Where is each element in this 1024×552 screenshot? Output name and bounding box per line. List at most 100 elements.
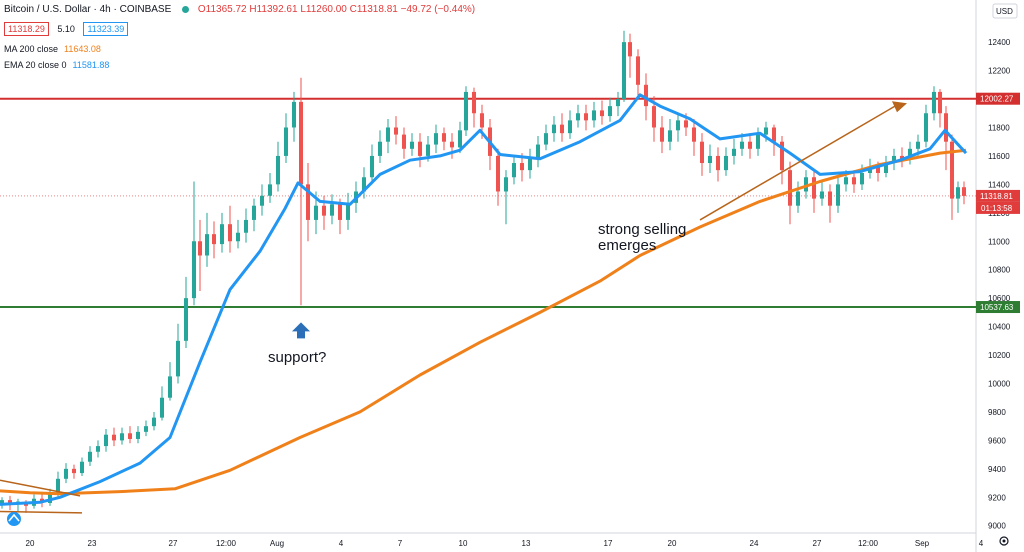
candle-body xyxy=(652,106,656,128)
candle-body xyxy=(299,101,303,185)
candle-body xyxy=(512,163,516,178)
candle-body xyxy=(268,184,272,196)
candle-body xyxy=(362,177,366,192)
annotation-arrows xyxy=(0,101,907,514)
indicator-ma200[interactable]: MA 200 close 11643.08 xyxy=(4,44,101,54)
indicator-value: 11581.88 xyxy=(72,60,110,70)
candle-body xyxy=(472,91,476,114)
candle-body xyxy=(176,340,180,377)
candle-body xyxy=(306,184,310,220)
x-tick-label: 20 xyxy=(668,539,677,548)
x-tick-label: Sep xyxy=(915,539,930,548)
candle-body xyxy=(796,191,800,206)
candle-body xyxy=(426,144,430,156)
candle-body xyxy=(168,376,172,398)
candle-body xyxy=(112,434,116,441)
x-tick-label: 4 xyxy=(979,539,984,548)
candle xyxy=(950,134,954,220)
annotation-text: emerges xyxy=(598,237,656,254)
candle xyxy=(410,133,414,156)
candle-body xyxy=(628,42,632,57)
candle xyxy=(464,86,468,137)
y-tick-label: 12200 xyxy=(988,67,1011,76)
price-tag-box xyxy=(976,92,1020,105)
candle-body xyxy=(96,446,100,452)
candle xyxy=(812,170,816,213)
candle-body xyxy=(836,184,840,206)
candle-body xyxy=(346,202,350,220)
candle-body xyxy=(56,478,60,494)
x-tick-label: 13 xyxy=(522,539,531,548)
bid-price-button[interactable]: 11318.29 xyxy=(4,22,49,36)
price-tag-text: 11318.81 xyxy=(980,192,1013,201)
x-tick-label: 24 xyxy=(750,539,759,548)
candle-body xyxy=(0,500,4,503)
candle xyxy=(394,116,398,145)
settings-gear-icon[interactable] xyxy=(999,536,1009,546)
candle xyxy=(616,91,620,117)
candle-body xyxy=(584,113,588,121)
candle-body xyxy=(276,155,280,185)
trend-line xyxy=(0,510,83,514)
candle-body xyxy=(756,134,760,149)
candle-body xyxy=(8,500,12,505)
candle xyxy=(268,172,272,203)
candle xyxy=(168,362,172,401)
candle xyxy=(362,167,366,199)
candle-body xyxy=(636,56,640,85)
candle xyxy=(346,192,350,230)
y-tick-label: 10600 xyxy=(988,294,1011,303)
y-tick-label: 11000 xyxy=(988,237,1010,246)
candle-body xyxy=(828,191,832,206)
y-tick-label: 10200 xyxy=(988,351,1011,360)
candle xyxy=(884,155,888,178)
candle-body xyxy=(772,127,776,142)
candle-body xyxy=(684,120,688,128)
candle xyxy=(128,426,132,444)
y-axis: 9000 9200 9400 9600 9800 10000 10200 10400 10600… xyxy=(988,3,1018,531)
indicator-ema20[interactable]: EMA 20 close 0 11581.88 xyxy=(4,60,109,70)
candle xyxy=(276,141,280,192)
candle-body xyxy=(192,241,196,299)
candle-body xyxy=(852,177,856,185)
x-tick-label: 27 xyxy=(169,539,178,548)
candle xyxy=(568,110,572,139)
candle-body xyxy=(788,170,792,206)
candle xyxy=(956,181,960,213)
candle-body xyxy=(844,177,848,185)
candle-body xyxy=(464,91,468,131)
candle xyxy=(544,124,548,151)
candle-body xyxy=(198,241,202,256)
candle xyxy=(504,170,508,225)
candle xyxy=(600,100,604,125)
candle-body xyxy=(716,155,720,171)
candle xyxy=(512,155,516,185)
candle xyxy=(228,205,232,253)
candle xyxy=(908,141,912,165)
x-tick-label: 4 xyxy=(339,539,344,548)
candle xyxy=(472,87,476,128)
candle xyxy=(212,221,216,259)
candle xyxy=(120,427,124,445)
candle-body xyxy=(144,426,148,432)
candle xyxy=(136,426,140,444)
candle xyxy=(836,175,840,213)
candle xyxy=(205,212,209,267)
candle-body xyxy=(552,124,556,134)
candle-body xyxy=(962,187,966,196)
candle xyxy=(716,147,720,182)
y-tick-label: 9400 xyxy=(988,465,1006,474)
candle-body xyxy=(228,224,232,242)
ask-price-button[interactable]: 11323.39 xyxy=(83,22,129,36)
selling-arrow-head xyxy=(892,101,907,113)
price-tag-box xyxy=(976,189,1020,202)
candles xyxy=(0,30,966,513)
symbol-title[interactable]: Bitcoin / U.S. Dollar · 4h · COINBASE xyxy=(4,4,172,15)
candle-body xyxy=(916,141,920,149)
candle xyxy=(96,440,100,458)
candle xyxy=(104,429,108,452)
price-tag-box xyxy=(976,301,1020,314)
x-tick-label: 7 xyxy=(398,539,403,548)
ema20-line xyxy=(0,93,968,506)
candle-body xyxy=(480,113,484,128)
